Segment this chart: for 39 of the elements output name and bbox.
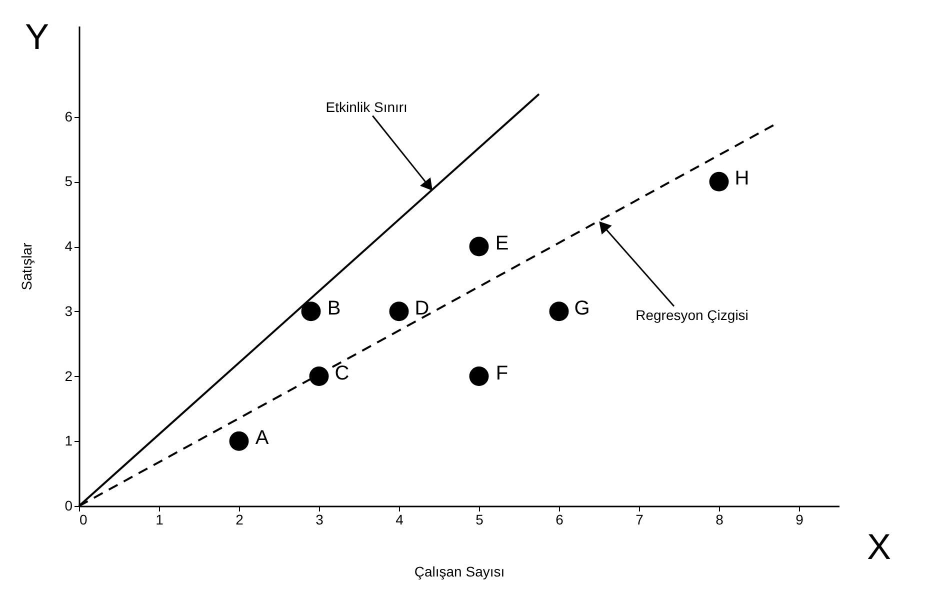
y-tick-label: 0 bbox=[64, 498, 73, 514]
x-tick-label: 1 bbox=[156, 512, 164, 528]
annotation: C bbox=[334, 362, 350, 384]
x-tick-label: 9 bbox=[796, 512, 804, 528]
point bbox=[549, 302, 569, 322]
x-axis-title: Çalışan Sayısı bbox=[414, 564, 505, 580]
annotation: G bbox=[574, 297, 590, 320]
annotation: D bbox=[414, 297, 430, 320]
x-tick-label: 7 bbox=[636, 512, 644, 528]
annotation: F bbox=[496, 362, 508, 384]
point bbox=[309, 366, 329, 386]
x-tick-label: 4 bbox=[396, 512, 404, 528]
x-tick-label: 8 bbox=[716, 512, 724, 528]
y-tick-label: 6 bbox=[64, 108, 73, 124]
point bbox=[469, 236, 489, 256]
y-axis-title: Satışlar bbox=[18, 242, 35, 290]
point bbox=[229, 431, 249, 451]
text: Y bbox=[24, 16, 50, 57]
point bbox=[301, 302, 321, 322]
text: X bbox=[866, 526, 892, 567]
x-tick-label: 0 bbox=[80, 512, 88, 528]
x-tick-label: 5 bbox=[476, 512, 484, 528]
y-tick-label: 5 bbox=[64, 173, 73, 190]
x-tick-label: 6 bbox=[556, 512, 564, 528]
y-tick-label: 1 bbox=[64, 432, 73, 449]
y-tick-label: 4 bbox=[64, 238, 73, 254]
annotation: Regresyon Çizgisi bbox=[636, 307, 748, 324]
point bbox=[389, 302, 409, 322]
annotation: H bbox=[734, 168, 750, 190]
point bbox=[709, 172, 729, 192]
x-tick-label: 3 bbox=[316, 512, 324, 528]
x-tick-label: 2 bbox=[236, 512, 244, 528]
annotation: B bbox=[327, 297, 341, 320]
point bbox=[469, 366, 489, 386]
annotation: E bbox=[495, 232, 509, 255]
annotation: A bbox=[255, 427, 270, 450]
annotation: Etkinlik Sınırı bbox=[326, 98, 408, 115]
y-tick-label: 3 bbox=[64, 302, 73, 319]
y-tick-label: 2 bbox=[64, 368, 73, 384]
